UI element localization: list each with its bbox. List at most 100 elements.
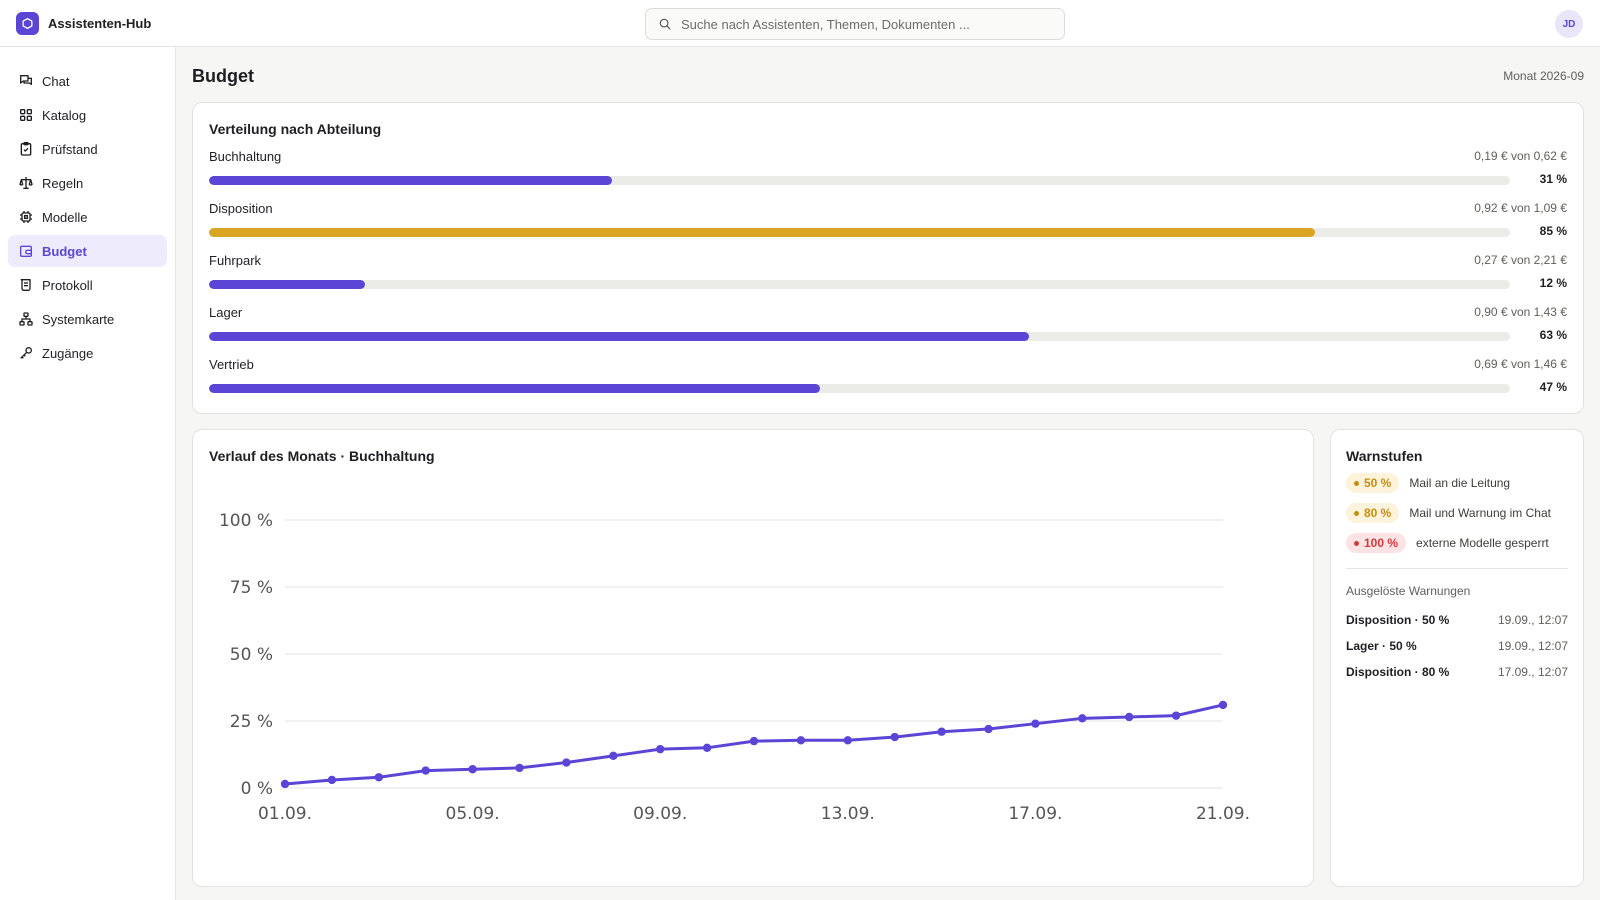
triggered-warning-time: 17.09., 12:07	[1497, 665, 1568, 679]
triggered-warning-time: 19.09., 12:07	[1497, 639, 1568, 653]
app-name: Assistenten-Hub	[48, 16, 152, 31]
trend-title: Verlauf des Monats · Buchhaltung	[209, 448, 435, 464]
data-point	[656, 744, 665, 754]
chat-icon	[20, 75, 32, 85]
data-point	[327, 775, 337, 785]
department-amount: 0,92 € von 1,09 €	[1474, 201, 1567, 215]
y-tick-label: 25 %	[230, 712, 273, 732]
x-tick-label: 17.09.	[1008, 804, 1062, 824]
main-content: Budget Monat 2026-09 Verteilung nach Abt…	[176, 47, 1600, 900]
sidebar-item-label: Chat	[42, 73, 70, 89]
status-dot-icon	[1354, 540, 1359, 546]
triggered-warning-name: Disposition · 80 %	[1346, 665, 1450, 679]
threshold-value: 100 %	[1364, 536, 1399, 550]
x-tick-label: 05.09.	[446, 804, 500, 824]
department-row: Fuhrpark 0,27 € von 2,21 € 12 %	[209, 253, 1567, 305]
triggered-warning-name: Lager · 50 %	[1346, 639, 1417, 653]
top-bar: Assistenten-Hub JD	[0, 0, 1600, 47]
x-tick-label: 09.09.	[633, 804, 687, 824]
user-avatar[interactable]: JD	[1555, 10, 1583, 38]
department-amount: 0,27 € von 2,21 €	[1474, 253, 1567, 267]
sidebar: Chat Katalog Prüfstand Regeln Modelle Bu…	[0, 47, 176, 900]
brand[interactable]: Assistenten-Hub	[16, 12, 151, 35]
data-point	[1171, 711, 1181, 720]
hexagon-logo-icon	[16, 12, 39, 35]
wallet-icon	[20, 245, 32, 257]
sidebar-item-regeln[interactable]: Regeln	[8, 167, 167, 199]
sidebar-item-label: Prüfstand	[42, 141, 98, 157]
budget-progress-fill	[209, 176, 613, 185]
search-input[interactable]	[681, 16, 1051, 32]
sidebar-item-katalog[interactable]: Katalog	[8, 99, 167, 131]
scale-icon	[19, 177, 33, 189]
search-box[interactable]	[645, 8, 1065, 40]
threshold-value: 80 %	[1364, 506, 1392, 520]
budget-progress-bar	[209, 280, 1510, 289]
sidebar-item-label: Zugänge	[42, 345, 94, 361]
warning-level-row: 50 % Mail an die Leitung	[1346, 472, 1568, 494]
data-point	[702, 743, 712, 752]
department-percent: 47 %	[1539, 380, 1567, 394]
clipboard-check-icon	[20, 142, 32, 156]
department-amount: 0,69 € von 1,46 €	[1474, 357, 1567, 371]
department-row: Vertrieb 0,69 € von 1,46 € 47 %	[209, 357, 1567, 409]
data-point	[1031, 719, 1040, 728]
sidebar-item-zugaenge[interactable]: Zugänge	[8, 337, 167, 369]
trend-line-chart: 0 % 25 % 50 % 75 % 100 % 01.09. 05.09. 09.09. 13…	[219, 511, 1250, 824]
page-title: Budget	[192, 66, 254, 86]
data-point	[796, 736, 806, 745]
search-icon	[659, 18, 671, 30]
data-point	[1125, 712, 1134, 722]
data-point	[468, 765, 477, 774]
sidebar-item-pruefstand[interactable]: Prüfstand	[8, 133, 167, 165]
sidebar-item-label: Modelle	[42, 209, 88, 225]
budget-progress-fill	[209, 280, 366, 289]
threshold-value: 50 %	[1364, 476, 1392, 490]
grid-icon	[19, 109, 32, 121]
sidebar-item-modelle[interactable]: Modelle	[8, 201, 167, 233]
sidebar-item-chat[interactable]: Chat	[8, 65, 167, 97]
network-icon	[19, 312, 33, 326]
budget-progress-fill	[209, 384, 821, 393]
distribution-card: Verteilung nach Abteilung Buchhaltung 0,…	[192, 102, 1584, 414]
period-label: Monat 2026-09	[1503, 69, 1584, 83]
threshold-action: externe Modelle gesperrt	[1416, 536, 1549, 550]
department-row: Lager 0,90 € von 1,43 € 63 %	[209, 305, 1567, 357]
department-name: Vertrieb	[209, 357, 254, 372]
triggered-warning-row: Disposition · 80 % 17.09., 12:07	[1346, 659, 1568, 685]
sidebar-item-label: Regeln	[42, 175, 84, 191]
x-tick-label: 21.09.	[1196, 804, 1250, 824]
sidebar-item-systemkarte[interactable]: Systemkarte	[8, 303, 167, 335]
department-name: Lager	[209, 305, 243, 320]
divider	[1346, 568, 1568, 569]
data-point	[749, 736, 759, 746]
status-dot-icon	[1354, 480, 1359, 486]
warning-level-row: 80 % Mail und Warnung im Chat	[1346, 502, 1568, 524]
y-tick-label: 75 %	[230, 578, 273, 598]
x-tick-label: 01.09.	[258, 804, 312, 824]
department-name: Buchhaltung	[209, 149, 282, 164]
triggered-warning-time: 19.09., 12:07	[1497, 613, 1568, 627]
trend-card: Verlauf des Monats · Buchhaltung 0 % 25 %…	[192, 429, 1314, 887]
y-tick-label: 0 %	[241, 779, 273, 799]
sidebar-item-protokoll[interactable]: Protokoll	[8, 269, 167, 301]
warning-levels-card: Warnstufen 50 % Mail an die Leitung 80 %…	[1330, 429, 1584, 887]
data-point	[562, 758, 571, 767]
data-point	[890, 732, 899, 742]
data-point	[515, 763, 524, 773]
data-point	[609, 751, 618, 761]
y-tick-label: 50 %	[230, 645, 273, 665]
budget-progress-bar	[209, 176, 1510, 185]
sidebar-item-label: Systemkarte	[42, 311, 115, 327]
sidebar-item-budget[interactable]: Budget	[8, 235, 167, 267]
budget-progress-fill	[209, 332, 1029, 341]
department-amount: 0,19 € von 0,62 €	[1474, 149, 1567, 163]
triggered-warning-row: Lager · 50 % 19.09., 12:07	[1346, 633, 1568, 659]
sidebar-item-label: Budget	[42, 243, 87, 259]
warning-levels-title: Warnstufen	[1346, 448, 1423, 464]
status-dot-icon	[1354, 510, 1359, 516]
department-name: Disposition	[209, 201, 273, 216]
department-percent: 63 %	[1539, 328, 1567, 342]
department-row: Buchhaltung 0,19 € von 0,62 € 31 %	[209, 149, 1567, 201]
data-point	[984, 724, 993, 734]
